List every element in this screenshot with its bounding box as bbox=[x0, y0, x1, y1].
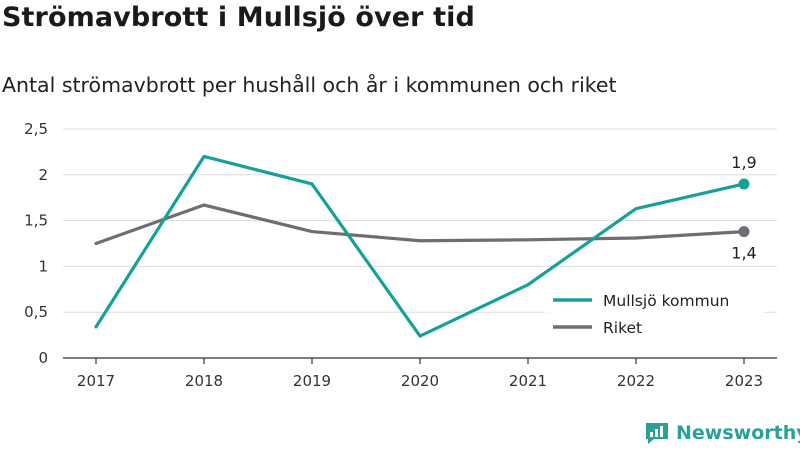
y-tick-label: 1 bbox=[38, 257, 48, 275]
x-tick-label: 2017 bbox=[77, 372, 115, 390]
series-lines: 1,4 1,9 bbox=[94, 153, 757, 338]
y-tick-label: 0 bbox=[38, 349, 48, 367]
end-value-label: 1,4 bbox=[731, 244, 756, 263]
chart-title: Strömavbrott i Mullsjö över tid bbox=[2, 2, 475, 33]
series-line bbox=[94, 203, 746, 246]
x-tick-label: 2018 bbox=[185, 372, 223, 390]
x-tick-label: 2020 bbox=[401, 372, 439, 390]
end-value-label: 1,9 bbox=[731, 153, 756, 172]
x-tick-label: 2022 bbox=[617, 372, 655, 390]
y-tick-label: 2,5 bbox=[24, 120, 48, 138]
series-line bbox=[94, 154, 746, 338]
y-tick-label: 0,5 bbox=[24, 303, 48, 321]
legend: Mullsjö kommun Riket bbox=[545, 283, 765, 345]
data-point bbox=[738, 178, 750, 190]
x-tick-label: 2023 bbox=[725, 372, 763, 390]
x-tick-label: 2019 bbox=[293, 372, 331, 390]
y-tick-label: 1,5 bbox=[24, 212, 48, 230]
legend-label: Mullsjö kommun bbox=[603, 292, 729, 310]
y-tick-label: 2 bbox=[38, 166, 48, 184]
legend-background bbox=[545, 283, 765, 345]
legend-label: Riket bbox=[603, 319, 642, 337]
newsworthy-logo: Newsworthy bbox=[644, 419, 800, 447]
data-point bbox=[738, 226, 750, 238]
newsworthy-logo-text: Newsworthy bbox=[676, 422, 800, 444]
y-axis-ticks: 0 0,5 1 1,5 2 2,5 bbox=[24, 120, 48, 367]
chart-subtitle: Antal strömavbrott per hushåll och år i … bbox=[2, 73, 617, 97]
gridlines bbox=[63, 128, 777, 313]
x-axis: 2017 2018 2019 2020 2021 2022 2023 bbox=[63, 357, 777, 390]
x-tick-label: 2021 bbox=[509, 372, 547, 390]
newsworthy-logo-icon bbox=[646, 423, 668, 444]
